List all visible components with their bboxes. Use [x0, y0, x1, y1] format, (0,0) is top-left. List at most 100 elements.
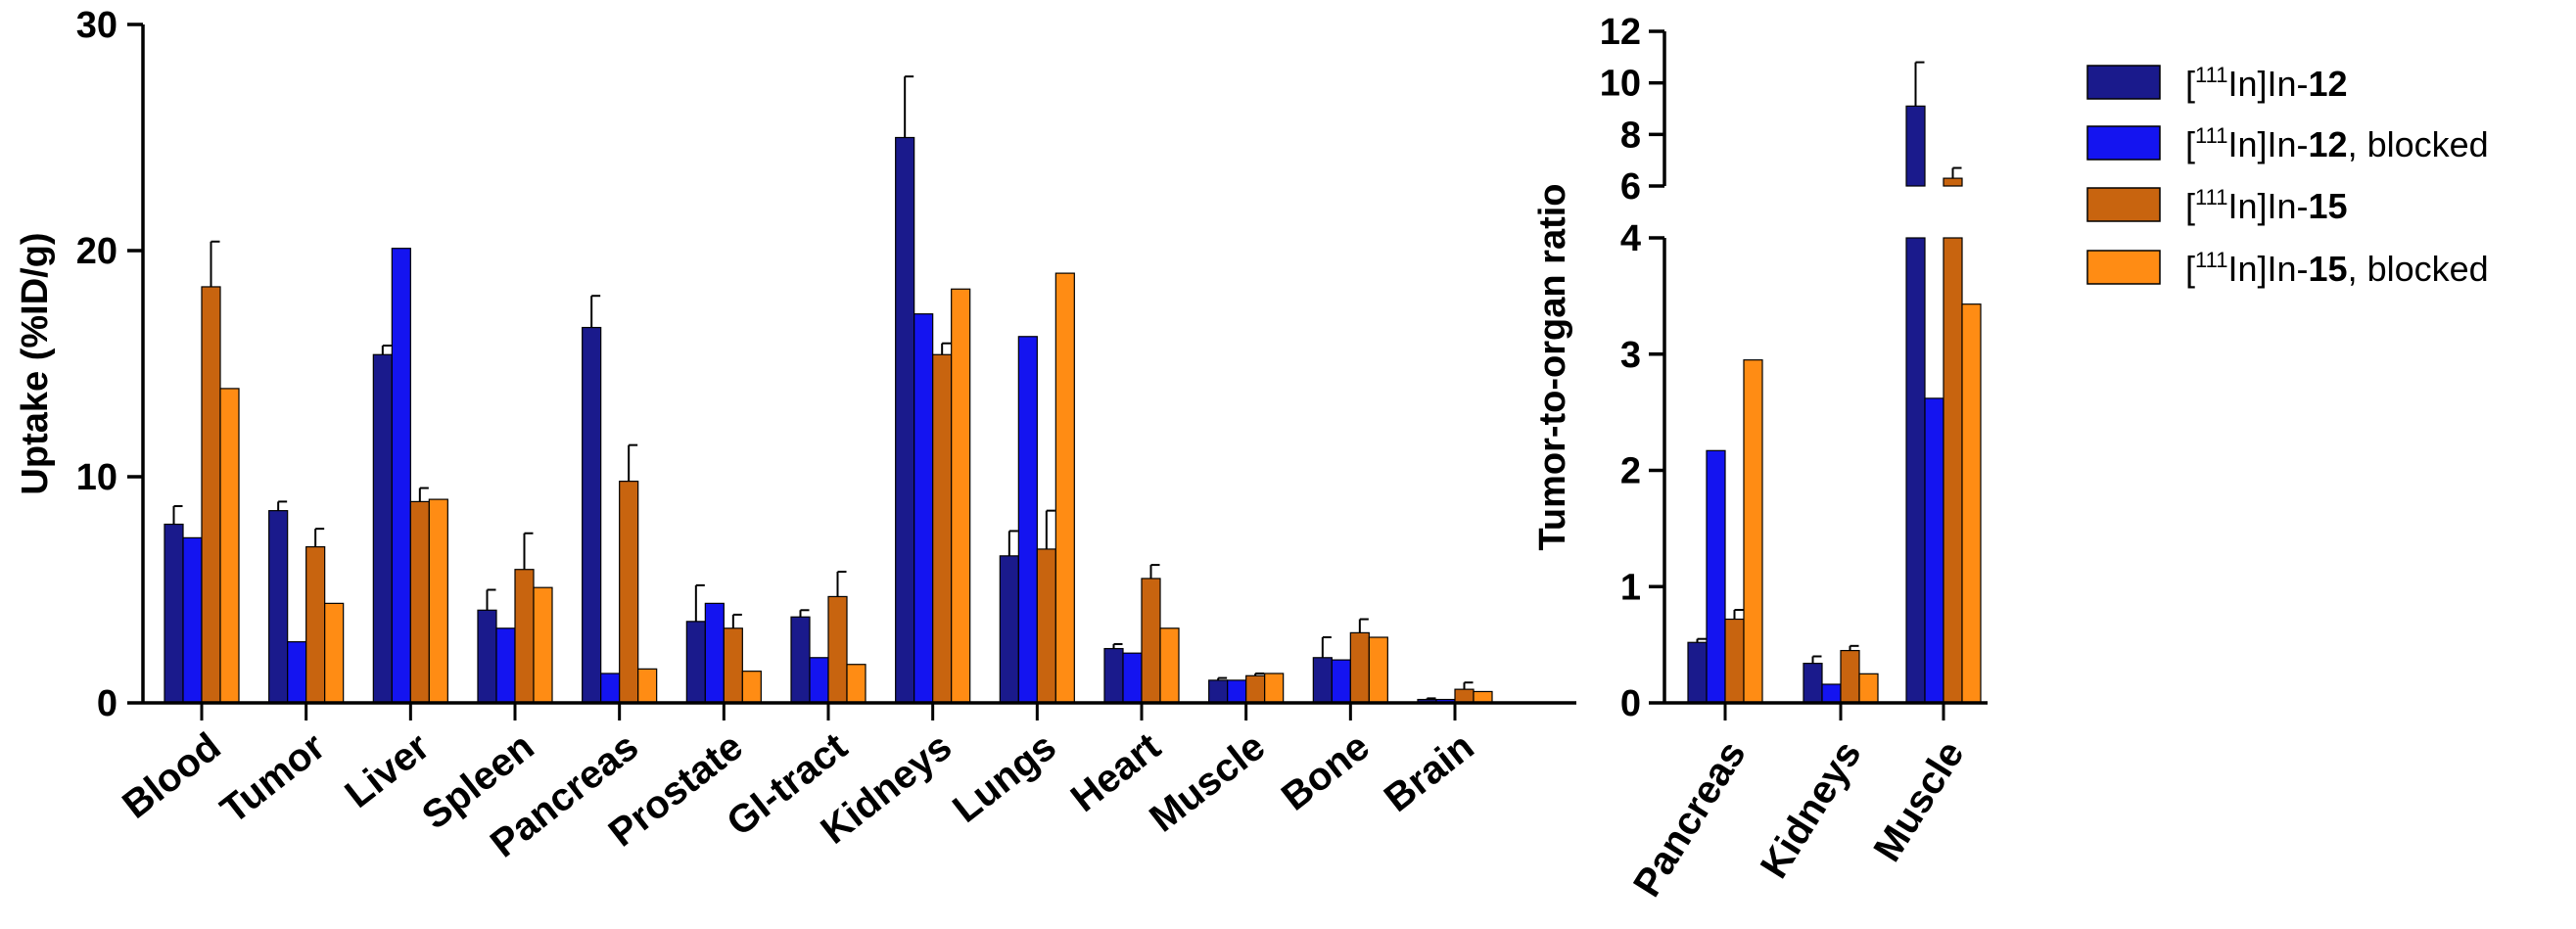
ratio-y-tick-label-1: 1 — [1620, 567, 1641, 608]
ratio-bar-kidneys-series-1 — [1803, 663, 1823, 704]
y-tick-label-30: 30 — [76, 5, 117, 46]
ratio-bar-muscle-series-1-upper — [1905, 105, 1926, 187]
ratio-bar-pancreas-series-4 — [1743, 359, 1763, 704]
ratio-bar-muscle-series-3-lower — [1943, 237, 1963, 704]
x-label-tumor: Tumor — [212, 724, 333, 831]
bar-heart-series-3 — [1141, 578, 1161, 704]
bar-blood-series-3 — [201, 286, 221, 704]
bar-tumor-series-1 — [268, 510, 289, 704]
ratio-bar-pancreas-series-1 — [1687, 641, 1708, 704]
ratio-bar-kidneys-series-2 — [1821, 683, 1842, 704]
bar-lungs-series-4 — [1054, 272, 1075, 704]
ratio-y-tick-label-3: 3 — [1620, 335, 1641, 376]
ratio-bar-pancreas-series-2 — [1706, 449, 1726, 704]
bar-lungs-series-3 — [1036, 548, 1056, 704]
x-label-blood: Blood — [115, 724, 228, 826]
bar-pancreas-series-3 — [619, 481, 639, 704]
bar-prostate-series-4 — [741, 671, 762, 704]
bar-liver-series-1 — [372, 353, 393, 704]
y-tick-label-0: 0 — [97, 683, 117, 724]
bar-heart-series-2 — [1122, 652, 1143, 704]
bar-prostate-series-2 — [704, 602, 725, 704]
bar-spleen-series-1 — [477, 609, 497, 704]
y-tick-label-20: 20 — [76, 231, 117, 272]
legend-swatch-2 — [2086, 125, 2161, 161]
bar-bone-series-4 — [1368, 636, 1388, 704]
ratio-y-tick-label-6: 6 — [1620, 166, 1641, 208]
legend-swatch-4 — [2086, 250, 2161, 285]
legend-label-1: [111In]In-12 — [2185, 63, 2348, 104]
x-label-lungs: Lungs — [945, 724, 1064, 831]
legend: [111In]In-12 [111In]In-12, blocked [111In]… — [2086, 63, 2489, 289]
bar-spleen-series-3 — [514, 569, 535, 704]
ratio-y-tick-label-12: 12 — [1600, 12, 1641, 53]
bar-bone-series-1 — [1312, 657, 1333, 704]
bar-liver-series-3 — [409, 500, 430, 704]
bar-liver-series-2 — [391, 248, 411, 704]
legend-swatch-1 — [2086, 65, 2161, 100]
ratio-y-tick-label-0: 0 — [1620, 683, 1641, 724]
ratio-y-tick-label-8: 8 — [1620, 115, 1641, 156]
legend-label-3: [111In]In-15 — [2185, 185, 2348, 226]
bar-tumor-series-3 — [305, 546, 326, 704]
bar-gi-tract-series-3 — [827, 595, 848, 704]
x-label-muscle: Muscle — [1142, 724, 1273, 840]
bar-pancreas-series-4 — [637, 668, 658, 704]
ratio-x-label-muscle: Muscle — [1865, 733, 1972, 868]
ratio-bar-kidneys-series-4 — [1858, 673, 1879, 704]
bar-tumor-series-2 — [287, 641, 307, 704]
bar-bone-series-3 — [1349, 631, 1370, 704]
ratio-x-label-kidneys: Kidneys — [1753, 733, 1870, 885]
bar-kidneys-series-4 — [951, 288, 971, 704]
bar-brain-series-3 — [1454, 688, 1475, 704]
bar-gi-tract-series-4 — [846, 664, 866, 704]
x-label-brain: Brain — [1377, 724, 1482, 820]
bar-muscle-series-3 — [1245, 674, 1266, 704]
ratio-bar-pancreas-series-3 — [1724, 618, 1745, 704]
ratio-bar-kidneys-series-3 — [1840, 649, 1860, 704]
bar-liver-series-4 — [428, 498, 448, 704]
bar-heart-series-4 — [1159, 627, 1180, 704]
bar-prostate-series-1 — [685, 621, 706, 704]
tumor-to-organ-ratio-chart: PancreasKidneysMuscle01234681012Tumor-to… — [1532, 12, 1997, 905]
bar-kidneys-series-2 — [913, 313, 934, 704]
ratio-bar-muscle-series-2 — [1924, 397, 1944, 704]
ratio-y-tick-label-4: 4 — [1620, 218, 1641, 259]
bar-pancreas-series-1 — [582, 326, 602, 704]
bar-muscle-series-2 — [1227, 679, 1247, 704]
bar-kidneys-series-3 — [932, 353, 953, 704]
y-axis-title: Uptake (%ID/g) — [15, 232, 56, 494]
bar-kidneys-series-1 — [895, 136, 915, 704]
ratio-bar-muscle-series-4 — [1961, 303, 1982, 704]
legend-swatch-3 — [2086, 187, 2161, 222]
ratio-bar-muscle-series-1-lower — [1905, 237, 1926, 704]
bar-prostate-series-3 — [723, 627, 743, 704]
bar-tumor-series-4 — [324, 602, 345, 704]
bar-spleen-series-4 — [533, 586, 553, 704]
legend-label-4: [111In]In-15, blocked — [2185, 248, 2489, 289]
bar-blood-series-4 — [219, 388, 240, 704]
bar-pancreas-series-2 — [600, 673, 621, 704]
legend-label-2: [111In]In-12, blocked — [2185, 123, 2489, 164]
bar-gi-tract-series-1 — [790, 616, 811, 704]
bar-lungs-series-1 — [999, 555, 1019, 704]
x-label-bone: Bone — [1274, 724, 1378, 818]
bar-blood-series-2 — [182, 536, 203, 704]
bar-spleen-series-2 — [495, 627, 516, 704]
ratio-y-tick-label-10: 10 — [1600, 64, 1641, 105]
ratio-y-axis-title: Tumor-to-organ ratio — [1532, 183, 1573, 550]
bar-muscle-series-1 — [1208, 679, 1229, 704]
bar-bone-series-2 — [1331, 659, 1351, 704]
bar-lungs-series-2 — [1017, 336, 1038, 704]
y-tick-label-10: 10 — [76, 457, 117, 498]
bar-heart-series-1 — [1103, 647, 1124, 704]
ratio-y-tick-label-2: 2 — [1620, 451, 1641, 492]
axis-break-gap — [1635, 189, 1997, 235]
bar-muscle-series-4 — [1264, 673, 1285, 704]
ratio-x-label-pancreas: Pancreas — [1625, 733, 1755, 904]
bar-gi-tract-series-2 — [809, 657, 829, 704]
ratio-bar-muscle-series-3-upper — [1943, 177, 1963, 187]
bar-blood-series-1 — [164, 523, 184, 704]
